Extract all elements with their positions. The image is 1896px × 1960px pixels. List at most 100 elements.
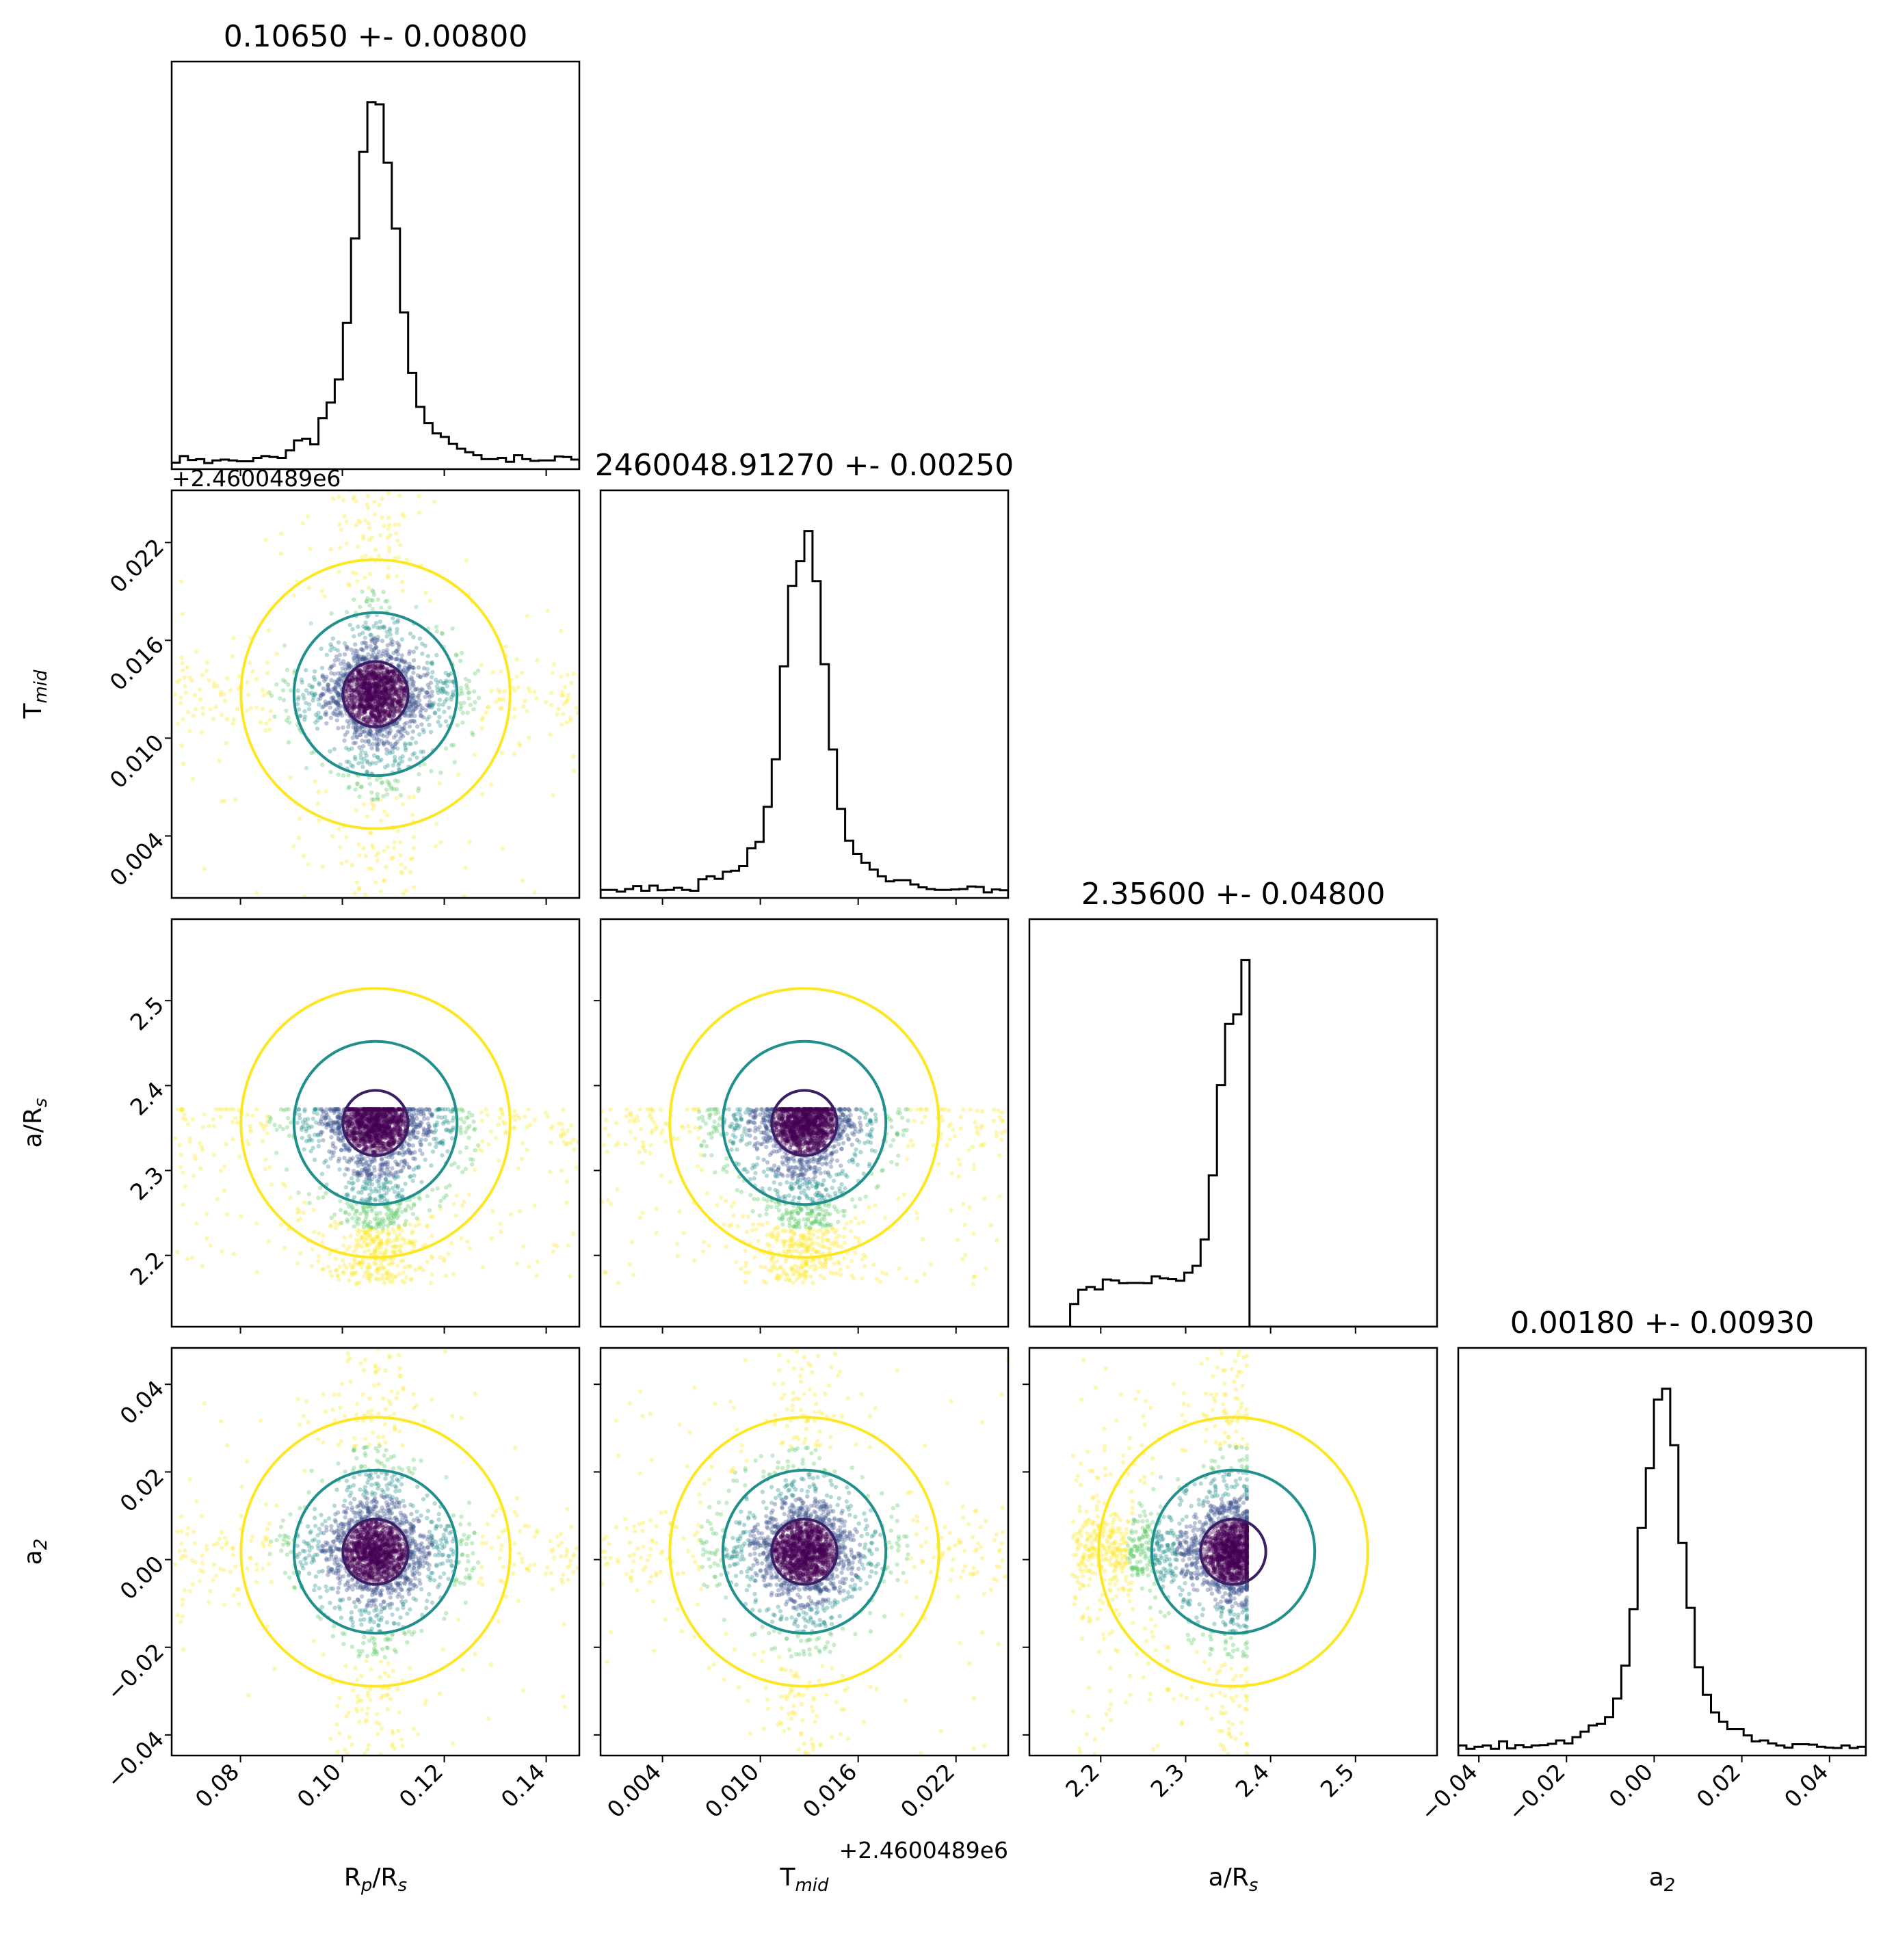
scatter-point [374, 1133, 380, 1138]
scatter-point [218, 689, 224, 695]
scatter-point [379, 605, 384, 610]
scatter-point [382, 700, 386, 705]
scatter-point [386, 782, 392, 788]
scatter-point [369, 633, 373, 637]
scatter-point [365, 672, 370, 678]
scatter-point [365, 1117, 371, 1122]
scatter-point [378, 1245, 383, 1250]
scatter-point [378, 728, 382, 734]
scatter-point [365, 505, 371, 510]
scatter-point [350, 626, 355, 632]
scatter-point [364, 673, 369, 678]
scatter-point [398, 543, 403, 548]
scatter-point [378, 685, 382, 689]
scatter-point [390, 1130, 395, 1136]
scatter-point [545, 609, 550, 613]
scatter-point [545, 1114, 550, 1119]
scatter-point [417, 1197, 423, 1202]
scatter-point [352, 674, 357, 680]
scatter-point [345, 694, 350, 699]
scatter-point [363, 689, 369, 693]
scatter-point [385, 575, 391, 580]
scatter-point [375, 1107, 380, 1112]
scatter-point [451, 1127, 456, 1133]
scatter-point [387, 605, 392, 610]
scatter-point [410, 812, 414, 817]
scatter-point [328, 749, 332, 754]
scatter-point [363, 709, 367, 715]
scatter-point [480, 1139, 485, 1144]
scatter-point [455, 723, 460, 728]
scatter-point [180, 611, 185, 616]
scatter-point [208, 706, 213, 712]
scatter-point [391, 701, 396, 706]
scatter-point [357, 1238, 362, 1243]
scatter-point [512, 1125, 516, 1130]
scatter-point [379, 698, 384, 703]
scatter-point [378, 676, 383, 681]
scatter-point [370, 1189, 375, 1194]
scatter-point [534, 1273, 539, 1278]
scatter-point [343, 1210, 348, 1215]
scatter-point [397, 699, 402, 704]
scatter-point [398, 699, 403, 704]
scatter-point [369, 713, 375, 717]
scatter-point [406, 1142, 412, 1148]
scatter-point [356, 1112, 360, 1117]
scatter-point [362, 682, 367, 687]
scatter-point [378, 676, 383, 681]
scatter-point [359, 675, 364, 680]
scatter-point [355, 781, 360, 786]
scatter-point [366, 695, 371, 700]
scatter-point [386, 683, 391, 687]
scatter-point [376, 656, 380, 661]
scatter-point [386, 654, 391, 659]
scatter-point [425, 1224, 430, 1229]
scatter-point [358, 704, 363, 708]
scatter-point [382, 695, 387, 700]
scatter-point [358, 605, 363, 609]
scatter-point [352, 754, 358, 760]
scatter-point [352, 682, 356, 687]
scatter-point [364, 683, 369, 688]
scatter-point [445, 684, 449, 689]
scatter-point [391, 697, 395, 702]
scatter-point [358, 684, 364, 689]
scatter-point [361, 1107, 366, 1112]
scatter-point [323, 1117, 328, 1122]
scatter-point [278, 1124, 282, 1129]
scatter-point [351, 689, 356, 693]
scatter-point [354, 1246, 359, 1251]
scatter-point [387, 1122, 392, 1126]
scatter-point [365, 1145, 369, 1150]
scatter-point [373, 1262, 378, 1267]
scatter-point [296, 695, 301, 700]
scatter-point [425, 1130, 430, 1135]
scatter-point [451, 689, 456, 694]
scatter-point [363, 620, 368, 625]
scatter-point [386, 695, 391, 700]
scatter-point [352, 694, 357, 699]
scatter-point [467, 1246, 472, 1251]
scatter-point [381, 711, 386, 715]
scatter-point [458, 659, 463, 663]
scatter-point [390, 1119, 395, 1124]
scatter-point [412, 1202, 417, 1207]
scatter-point [330, 636, 335, 641]
panel-frame [170, 489, 581, 899]
scatter-point [367, 691, 373, 696]
scatter-point [362, 729, 367, 734]
scatter-point [395, 618, 401, 623]
scatter-point [408, 1137, 412, 1141]
scatter-point [360, 657, 365, 662]
scatter-point [345, 719, 350, 724]
scatter-point [391, 713, 397, 718]
scatter-point [374, 689, 380, 694]
scatter-point [399, 678, 404, 683]
scatter-point [376, 710, 381, 715]
scatter-point [361, 654, 367, 659]
scatter-point [307, 1200, 312, 1206]
scatter-point [433, 1124, 438, 1129]
scatter-point [371, 806, 376, 811]
scatter-point [307, 683, 312, 688]
